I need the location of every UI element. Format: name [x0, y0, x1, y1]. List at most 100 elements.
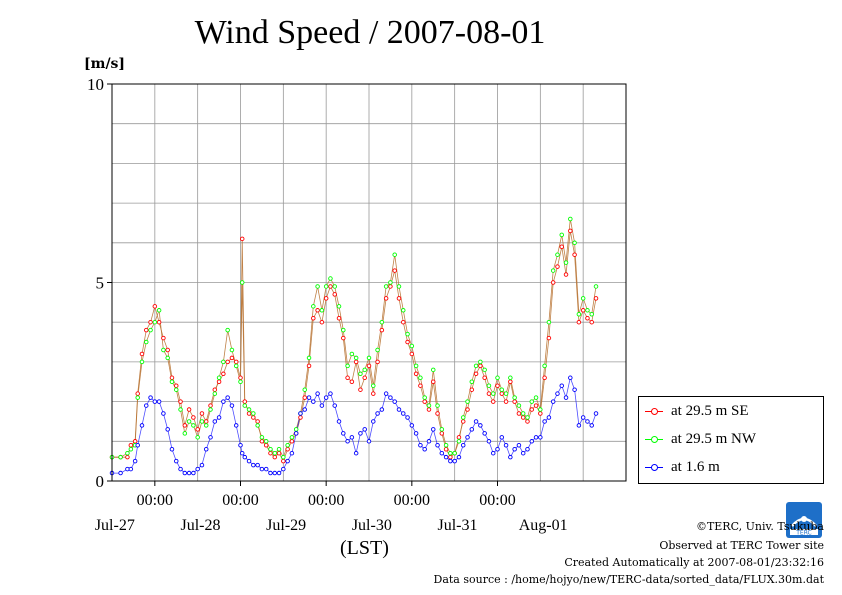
data-point [182, 423, 188, 428]
y-tick-label: 5 [96, 274, 105, 293]
data-point [353, 355, 359, 361]
data-point [473, 419, 479, 424]
data-point [212, 387, 218, 392]
data-point [409, 423, 415, 428]
data-point [422, 395, 427, 400]
data-point [568, 375, 573, 381]
data-point [572, 252, 577, 257]
credit-observed: Observed at TERC Tower site [659, 539, 824, 552]
data-point [332, 292, 337, 297]
data-point [302, 395, 308, 400]
data-point [542, 419, 547, 424]
data-point [495, 375, 500, 381]
data-point [422, 399, 427, 404]
data-point [469, 379, 475, 385]
data-point [362, 375, 367, 381]
data-point [426, 439, 432, 444]
data-point [169, 446, 175, 452]
data-point [443, 443, 449, 448]
data-point [589, 312, 594, 317]
data-point [239, 236, 245, 242]
data-point [580, 308, 586, 313]
data-point [585, 419, 590, 424]
data-point [259, 435, 265, 440]
data-point [533, 403, 539, 408]
data-point [161, 347, 166, 353]
data-point [306, 363, 312, 369]
data-point [426, 407, 432, 412]
data-point [516, 411, 522, 416]
data-point [125, 454, 130, 460]
data-point [272, 454, 278, 460]
data-point [323, 296, 329, 301]
data-point [473, 363, 479, 369]
y-tick-label: 0 [96, 472, 105, 491]
x-tick-label: 00:00 [222, 492, 258, 509]
data-point [246, 411, 252, 416]
data-point [233, 359, 239, 365]
data-point [383, 296, 389, 301]
data-point [362, 367, 367, 373]
data-point [173, 387, 179, 392]
data-point [452, 450, 457, 456]
data-point [246, 458, 252, 464]
data-point [435, 411, 440, 416]
legend-item-low: at 1.6 m [645, 457, 720, 477]
data-point [139, 351, 145, 357]
data-point [199, 419, 205, 424]
data-point [255, 419, 260, 424]
data-point [568, 228, 573, 234]
data-point [559, 244, 565, 250]
data-point [225, 327, 230, 333]
data-point [499, 435, 505, 440]
data-point [405, 339, 410, 345]
data-point [379, 407, 385, 412]
data-point [508, 454, 513, 460]
data-point [392, 399, 397, 404]
data-point [538, 435, 543, 440]
legend: at 29.5 m SE at 29.5 m NW at 1.6 m [638, 396, 824, 484]
data-point [341, 335, 346, 341]
data-point [589, 423, 594, 428]
data-point [593, 296, 599, 301]
x-date-label: Jul-28 [181, 517, 221, 534]
data-point [302, 387, 308, 392]
data-point [478, 359, 483, 365]
data-point [439, 431, 445, 436]
data-point [203, 419, 209, 424]
data-point [460, 443, 466, 448]
data-point [242, 399, 248, 404]
data-point [195, 427, 200, 432]
data-point [396, 296, 402, 301]
data-point [550, 399, 556, 404]
data-point [452, 458, 457, 464]
data-point [371, 419, 376, 424]
data-point [512, 395, 517, 400]
data-point [516, 403, 522, 408]
data-point [259, 439, 265, 444]
data-point [268, 446, 273, 452]
y-axis-unit-label: [m/s] [84, 56, 126, 72]
data-point [251, 411, 256, 416]
data-point [533, 395, 539, 400]
data-point [482, 375, 487, 381]
data-point [315, 308, 320, 313]
data-point [525, 446, 530, 452]
data-point [418, 383, 423, 388]
data-point [366, 439, 372, 444]
data-point [341, 431, 346, 436]
data-point [490, 399, 496, 404]
data-point [311, 399, 316, 404]
data-point [443, 446, 449, 452]
data-point [128, 446, 134, 452]
data-point [482, 367, 487, 373]
data-point [144, 403, 149, 408]
data-point [559, 232, 565, 238]
data-point [585, 315, 590, 321]
x-tick-label: 00:00 [394, 492, 430, 509]
data-point [152, 319, 158, 325]
data-point [401, 308, 406, 313]
legend-item-se: at 29.5 m SE [645, 401, 749, 421]
data-point [490, 450, 496, 456]
